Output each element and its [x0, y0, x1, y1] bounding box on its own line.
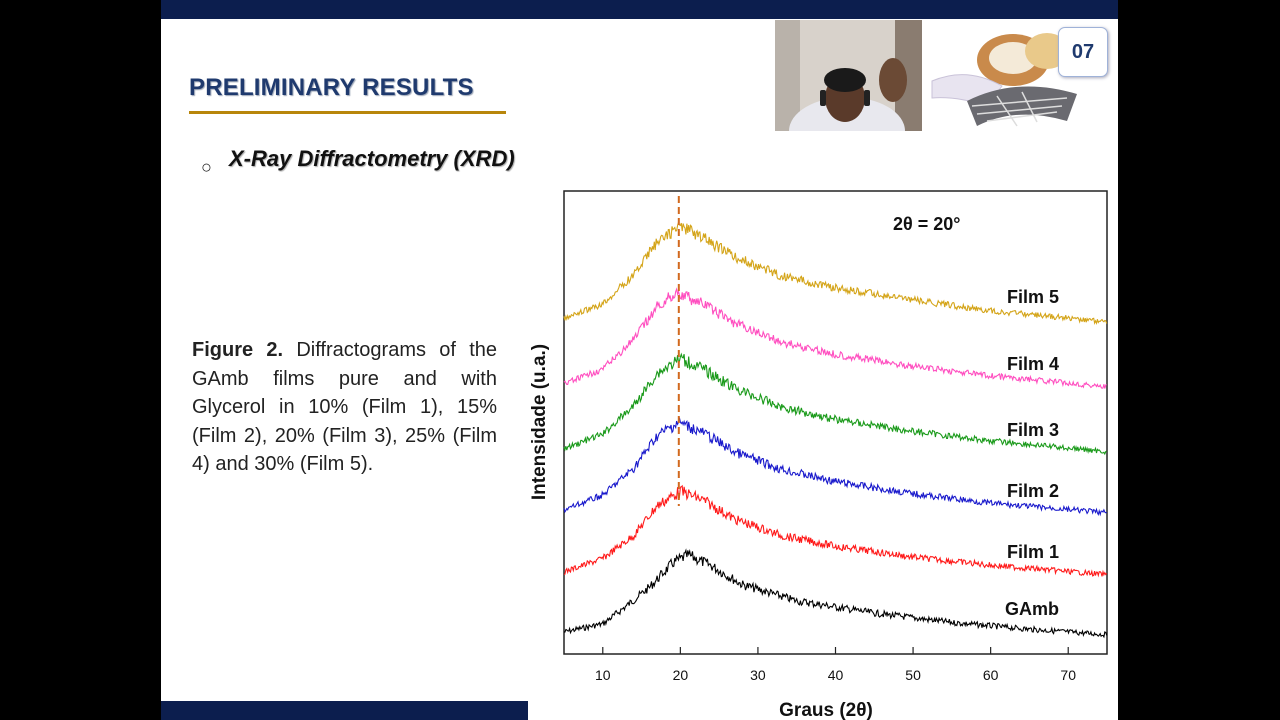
- x-tick-label: 50: [905, 667, 921, 683]
- series-label-film-1: Film 1: [1007, 542, 1059, 562]
- caption-text: Diffractograms of the GAmb films pure an…: [192, 339, 497, 475]
- series-line-gamb: [563, 548, 1108, 639]
- series-label-film-3: Film 3: [1007, 420, 1059, 440]
- xrd-chart-svg: 2θ = 20° 10 20 30 40 50 60 70 GAmb Film 1 Film 2…: [531, 190, 1108, 720]
- x-tick-label: 30: [750, 667, 766, 683]
- series-label-film-5: Film 5: [1007, 287, 1059, 307]
- peak-annotation: 2θ = 20°: [893, 214, 960, 234]
- decorative-collage: [927, 26, 1085, 136]
- series-line-film-4: [563, 287, 1107, 389]
- series-label-gamb: GAmb: [1005, 599, 1059, 619]
- bullet-icon: ○: [201, 157, 212, 177]
- section-subtitle: X-Ray Diffractometry (XRD): [229, 146, 515, 171]
- series-line-film-5: [563, 220, 1108, 326]
- caption-lead: Figure 2.: [192, 339, 284, 361]
- presenter-webcam: [775, 20, 922, 131]
- bottom-banner: [161, 701, 528, 720]
- x-tick-label: 40: [828, 667, 844, 683]
- series-line-film-2: [563, 417, 1107, 517]
- slide: PRELIMINARY RESULTS ○ X-Ray Diffractomet…: [161, 0, 1118, 720]
- x-tick-label: 70: [1060, 667, 1076, 683]
- series-line-film-1: [563, 484, 1108, 578]
- page-number-badge: 07: [1058, 27, 1108, 77]
- figure-caption: Figure 2. Diffractograms of the GAmb fil…: [192, 336, 497, 479]
- series-label-film-2: Film 2: [1007, 481, 1059, 501]
- x-tick-label: 20: [673, 667, 689, 683]
- series-line-film-3: [563, 352, 1107, 456]
- top-banner: [161, 0, 1118, 19]
- slide-title: PRELIMINARY RESULTS: [189, 74, 474, 101]
- title-underline: [189, 111, 506, 114]
- y-axis-label: Intensidade (u.a.): [531, 344, 550, 500]
- x-axis-label: Graus (2θ): [779, 700, 873, 720]
- series-label-film-4: Film 4: [1007, 354, 1059, 374]
- x-tick-label: 60: [983, 667, 999, 683]
- x-tick-label: 10: [595, 667, 611, 683]
- plot-frame: [563, 190, 1108, 655]
- xrd-chart: 2θ = 20° 10 20 30 40 50 60 70 GAmb Film 1 Film 2…: [531, 188, 1111, 720]
